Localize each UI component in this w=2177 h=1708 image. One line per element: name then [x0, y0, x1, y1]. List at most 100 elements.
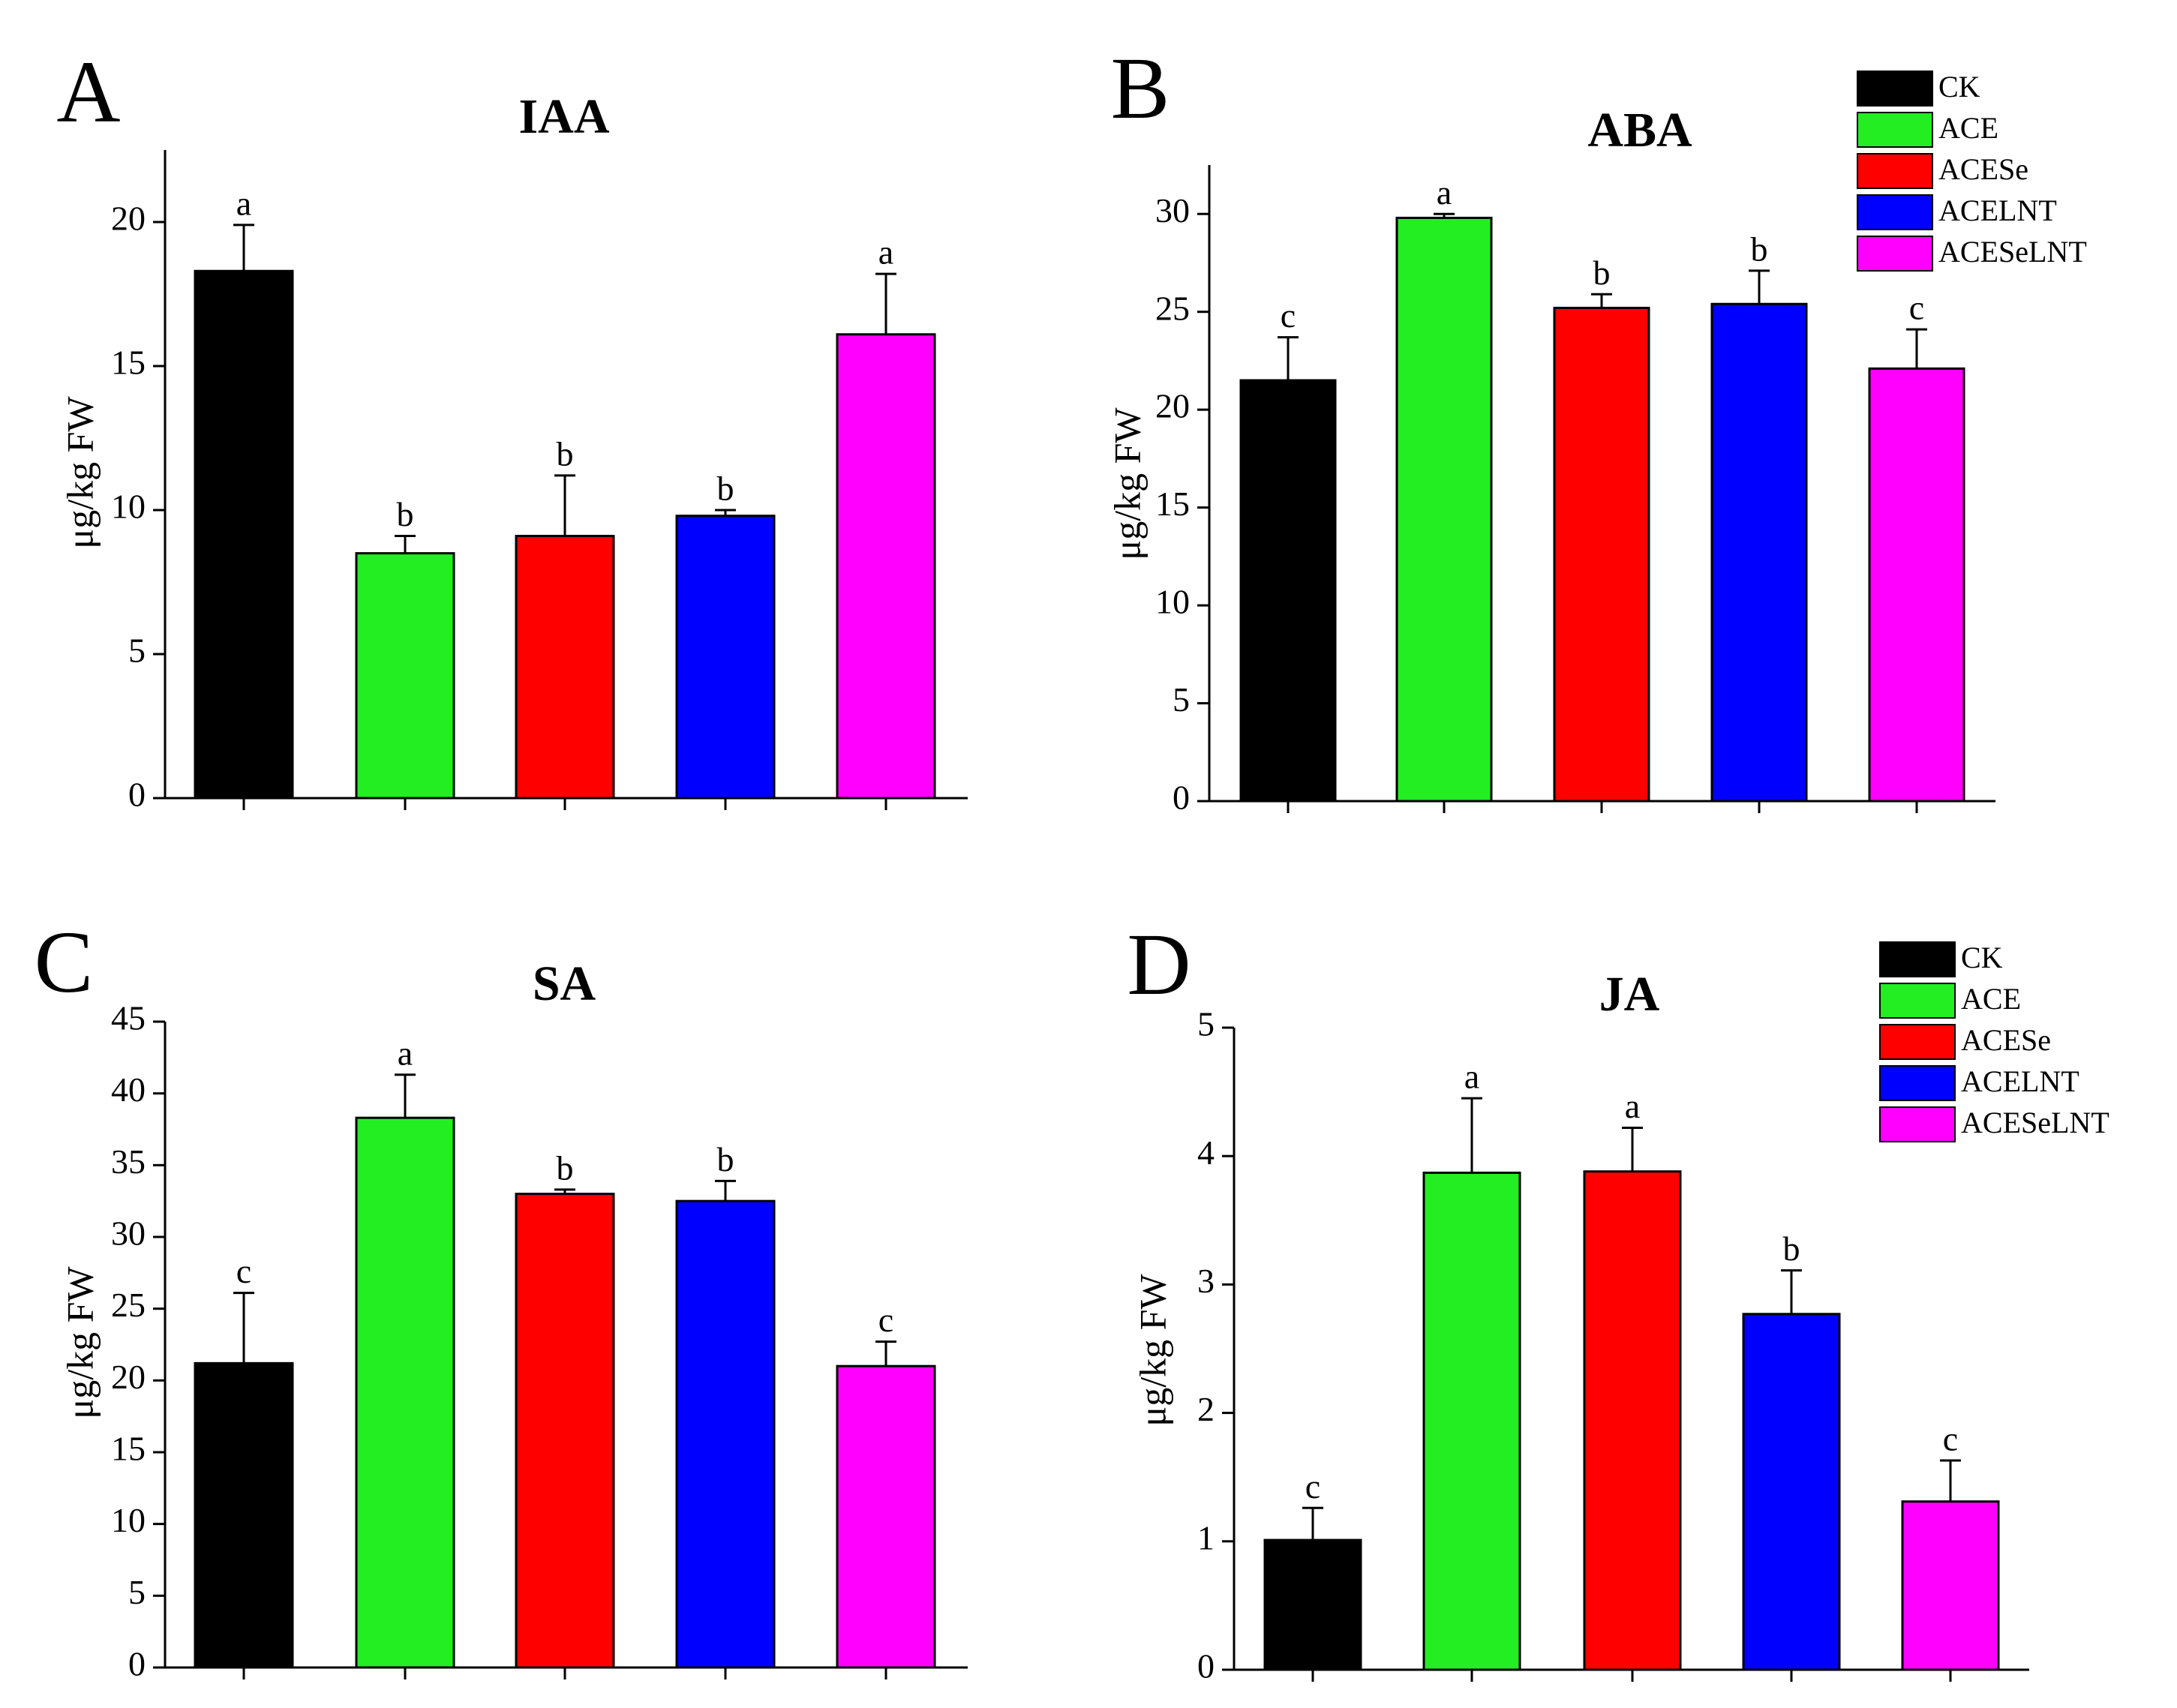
- y-tick-label: 25: [1155, 289, 1190, 327]
- legend-swatch-aceselnt: [1879, 1106, 1956, 1142]
- panel-d: D JA μg/kg FW 0 1 2 3 4 5 c a a b c CK ACE ACESe ACELNT AC…: [1127, 915, 2109, 1685]
- legend-label: ACELNT: [1938, 194, 2057, 227]
- y-tick-label: 15: [111, 1430, 146, 1468]
- legend-label: ACELNT: [1961, 1064, 2079, 1098]
- significance-label: c: [1305, 1467, 1320, 1505]
- significance-label: b: [717, 470, 734, 508]
- significance-label: a: [398, 1034, 413, 1072]
- y-tick-label: 0: [1197, 1647, 1215, 1685]
- legend-swatch-acese: [1857, 153, 1933, 189]
- significance-label: a: [236, 184, 251, 222]
- y-tick-label: 3: [1197, 1262, 1215, 1300]
- y-tick-label: 15: [111, 344, 146, 382]
- y-tick-label: 15: [1155, 485, 1190, 523]
- legend-label: ACE: [1938, 111, 1998, 145]
- significance-label: b: [717, 1140, 734, 1178]
- y-tick-label: 1: [1197, 1518, 1215, 1556]
- significance-label: c: [1943, 1420, 1958, 1458]
- y-tick-label: 5: [1173, 680, 1190, 719]
- panel-letter: D: [1127, 915, 1191, 1013]
- legend-label: CK: [1961, 941, 2003, 974]
- significance-label: a: [1437, 173, 1452, 212]
- y-axis-label: μg/kg FW: [59, 396, 101, 549]
- legend-label: ACE: [1961, 982, 2021, 1016]
- y-tick-label: 0: [128, 776, 146, 814]
- significance-label: b: [397, 495, 414, 533]
- chart-title: IAA: [518, 89, 609, 144]
- y-tick-label: 10: [111, 1501, 146, 1539]
- bar-acese: [515, 535, 615, 800]
- y-tick-label: 10: [111, 488, 146, 526]
- bar-ace: [355, 1116, 455, 1669]
- legend-label: CK: [1938, 70, 1980, 104]
- legend-swatch-aceselnt: [1857, 236, 1933, 272]
- legend-swatch-acelnt: [1857, 194, 1933, 230]
- bar-ck: [194, 269, 294, 800]
- bar-aceselnt: [836, 333, 936, 800]
- legend: CK ACE ACESe ACELNT ACESeLNT: [1857, 70, 2087, 272]
- y-tick-label: 40: [111, 1070, 146, 1109]
- panel-letter: B: [1111, 39, 1170, 137]
- significance-label: a: [1464, 1058, 1479, 1096]
- bar-aceselnt: [1901, 1500, 2000, 1671]
- bar-acelnt: [675, 1199, 776, 1669]
- y-tick-label: 45: [111, 999, 146, 1037]
- chart-title: ABA: [1587, 103, 1692, 158]
- y-tick-label: 20: [111, 200, 146, 238]
- y-axis-label: μg/kg FW: [59, 1266, 101, 1419]
- y-axis-label: μg/kg FW: [1131, 1274, 1173, 1427]
- significance-label: c: [236, 1252, 251, 1290]
- bar-aceselnt: [1868, 367, 1965, 803]
- significance-label: b: [1783, 1229, 1800, 1268]
- bar-ace: [355, 552, 455, 800]
- y-tick-label: 30: [1155, 191, 1190, 230]
- chart-title: SA: [533, 956, 596, 1011]
- legend-label: ACESeLNT: [1938, 235, 2087, 269]
- significance-label: b: [1751, 230, 1768, 268]
- legend-swatch-ace: [1879, 983, 1956, 1019]
- panel-a: A IAA μg/kg FW 0 5 10 15 20 a b b b a: [56, 43, 968, 814]
- significance-label: c: [878, 1301, 893, 1339]
- bar-ck: [1239, 379, 1337, 803]
- y-tick-label: 5: [128, 1573, 146, 1611]
- legend-swatch-ck: [1857, 71, 1933, 107]
- significance-label: c: [1909, 289, 1924, 327]
- panel-b: B ABA μg/kg FW 0 5 10 15 20 25 30 c a b b c CK ACE ACESe A…: [1106, 39, 2086, 816]
- y-tick-label: 0: [128, 1645, 146, 1683]
- legend-label: ACESeLNT: [1961, 1106, 2109, 1139]
- significance-label: a: [1625, 1087, 1640, 1125]
- y-tick-label: 10: [1155, 583, 1190, 621]
- bar-acese: [1553, 306, 1650, 803]
- y-tick-label: 5: [128, 632, 146, 670]
- significance-label: b: [557, 1148, 574, 1187]
- y-tick-label: 0: [1173, 779, 1190, 817]
- legend: CK ACE ACESe ACELNT ACESeLNT: [1879, 941, 2109, 1142]
- legend-swatch-acese: [1879, 1024, 1956, 1060]
- panel-letter: A: [56, 43, 120, 141]
- bar-aceselnt: [836, 1364, 936, 1669]
- significance-label: a: [878, 233, 893, 272]
- y-tick-label: 4: [1197, 1133, 1215, 1172]
- legend-label: ACESe: [1938, 152, 2028, 186]
- bar-acese: [515, 1193, 615, 1669]
- bar-acelnt: [1742, 1313, 1841, 1671]
- chart-title: JA: [1599, 967, 1660, 1022]
- bar-acelnt: [1710, 302, 1808, 803]
- significance-label: b: [1593, 254, 1611, 292]
- bar-ck: [194, 1361, 294, 1669]
- bar-ace: [1395, 216, 1493, 803]
- y-tick-label: 2: [1197, 1390, 1215, 1428]
- panel-c: C SA μg/kg FW 0 5 10 15 20 25 30 35 40 45 c a b b c: [35, 913, 968, 1683]
- bar-acelnt: [675, 515, 776, 800]
- y-tick-label: 5: [1197, 1005, 1215, 1043]
- y-tick-label: 25: [111, 1286, 146, 1324]
- y-tick-label: 30: [111, 1214, 146, 1253]
- panel-letter: C: [35, 913, 94, 1011]
- bar-ace: [1422, 1171, 1521, 1671]
- legend-label: ACESe: [1961, 1023, 2051, 1057]
- bar-acese: [1583, 1170, 1682, 1671]
- bar-ck: [1263, 1538, 1362, 1671]
- y-axis-label: μg/kg FW: [1106, 407, 1148, 560]
- y-tick-label: 20: [111, 1358, 146, 1396]
